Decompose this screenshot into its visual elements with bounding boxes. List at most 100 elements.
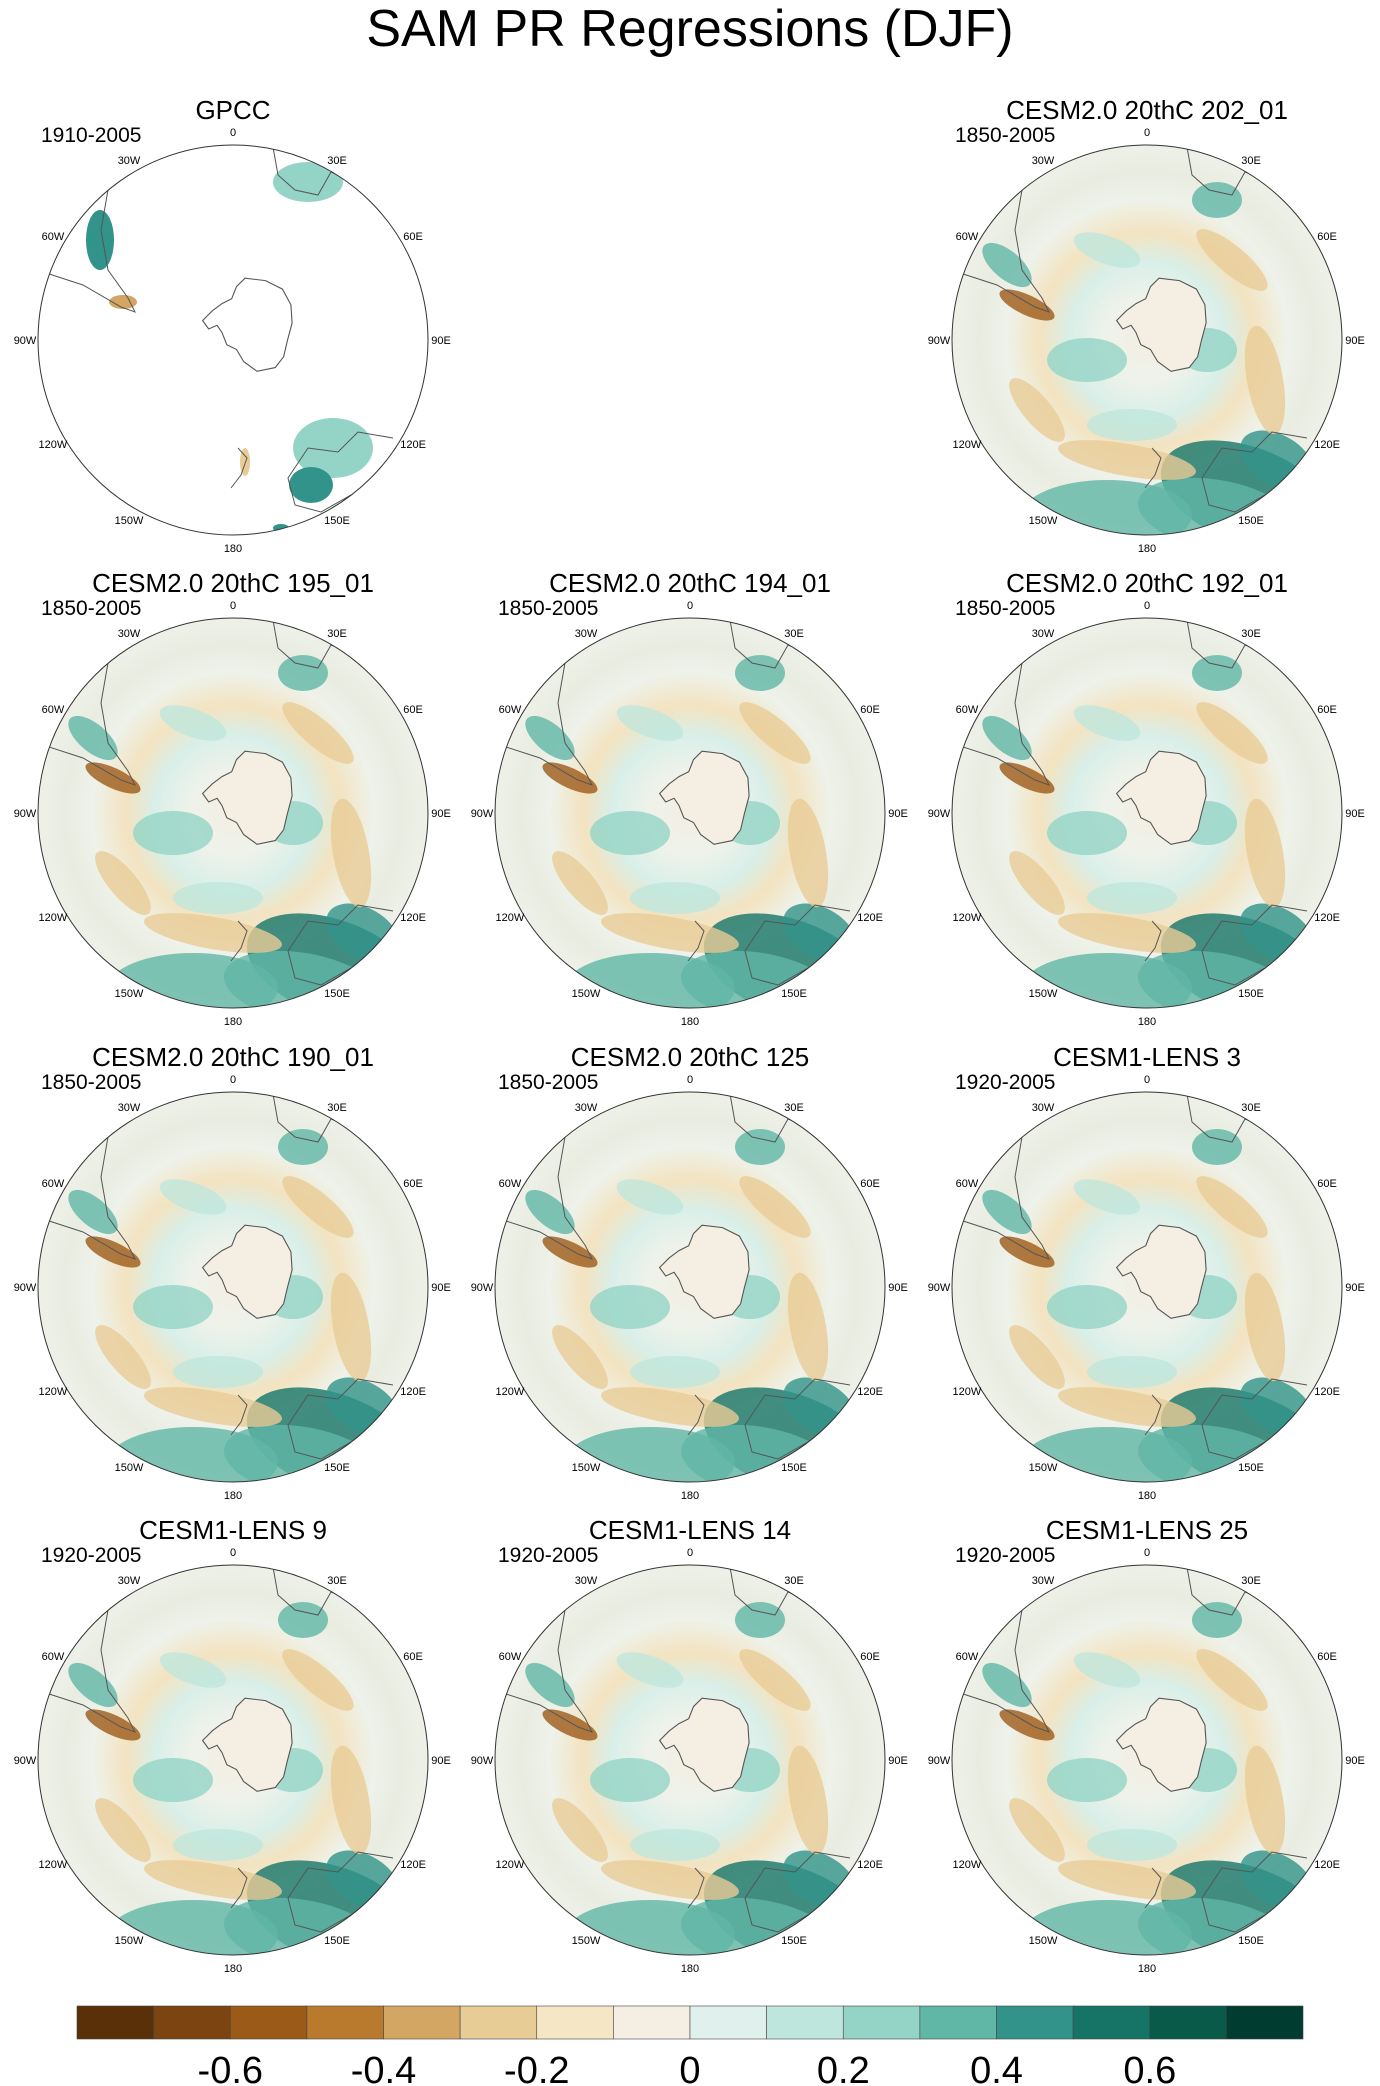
longitude-label: 90E [1345,808,1365,820]
anomaly-blob [1192,182,1242,218]
panel-years: 1850-2005 [41,597,141,620]
colorbar-swatch [919,2005,997,2040]
anomaly-blob [1192,655,1242,691]
anomaly-blob [525,1189,575,1235]
colorbar-swatch [1072,2005,1151,2040]
map-panel: 0 30E 60E 90E 120E 150E 180 150W 120W 90W 60W 30W CE… [471,1515,908,1975]
longitude-label: 150E [1238,1935,1264,1947]
anomaly-blob [1047,1758,1127,1802]
longitude-label: 60E [1317,704,1337,716]
anomaly-blob [173,882,263,914]
longitude-label: 90W [471,1755,494,1767]
longitude-label: 120E [400,439,426,451]
longitude-label: 30W [1032,1102,1055,1114]
longitude-label: 0 [1144,127,1150,139]
longitude-label: 60W [956,1178,979,1190]
longitude-label: 90W [928,808,951,820]
longitude-label: 60W [956,1651,979,1663]
anomaly-blob [735,1602,785,1638]
longitude-label: 0 [230,127,236,139]
longitude-label: 60E [860,704,880,716]
longitude-label: 150E [781,1462,807,1474]
observed-patch [273,162,343,202]
colorbar-swatch [76,2005,154,2040]
anomaly-blob [787,798,829,908]
anomaly-blob [68,1189,118,1235]
observed-patch [109,295,137,309]
longitude-label: 150W [572,1462,601,1474]
longitude-label: 90W [14,1282,37,1294]
anomaly-blob [95,851,151,915]
panel-years: 1850-2005 [955,597,1055,620]
anomaly-blob [616,1652,684,1688]
anomaly-blob [601,913,739,953]
map-panel: 0 30E 60E 90E 120E 150E 180 150W 120W 90W 60W 30W GP… [14,95,451,555]
longitude-label: 150E [1238,1462,1264,1474]
longitude-label: 180 [681,1963,699,1975]
longitude-label: 180 [224,1490,242,1502]
longitude-label: 30E [327,628,347,640]
colorbar-swatch [153,2005,231,2040]
longitude-label: 90E [431,1282,451,1294]
longitude-label: 90W [471,1282,494,1294]
colorbar-swatch [536,2005,614,2040]
anomaly-blob [173,1356,263,1388]
colorbar-label: 0.6 [1123,2050,1176,2086]
panel-years: 1920-2005 [955,1544,1055,1567]
map-panel: 0 30E 60E 90E 120E 150E 180 150W 120W 90W 60W 30W CE… [928,568,1365,1028]
longitude-label: 120W [39,1859,68,1871]
anomaly-blob [601,1860,739,1900]
longitude-label: 120W [496,912,525,924]
longitude-label: 180 [681,1490,699,1502]
precip-field [495,1565,885,1955]
map-panel: 0 30E 60E 90E 120E 150E 180 150W 120W 90W 60W 30W CE… [928,95,1365,555]
anomaly-blob [1047,811,1127,855]
map-panel: 0 30E 60E 90E 120E 150E 180 150W 120W 90W 60W 30W CE… [14,1515,451,1975]
anomaly-blob [282,1649,354,1711]
anomaly-blob [982,715,1032,761]
anomaly-blob [590,811,670,855]
anomaly-blob [1196,1176,1268,1238]
anomaly-blob [999,289,1055,321]
longitude-label: 150E [324,1462,350,1474]
anomaly-blob [735,655,785,691]
longitude-label: 30W [118,155,141,167]
longitude-label: 150W [1029,1935,1058,1947]
anomaly-blob [1009,851,1065,915]
panel-title: GPCC [195,95,270,125]
panel-years: 1850-2005 [498,1071,598,1094]
longitude-label: 180 [1138,543,1156,555]
observed-patch [289,467,333,503]
longitude-label: 60W [499,1178,522,1190]
longitude-label: 60W [499,1651,522,1663]
longitude-label: 120W [39,912,68,924]
anomaly-blob [68,715,118,761]
longitude-label: 120W [39,439,68,451]
longitude-label: 150W [1029,988,1058,1000]
longitude-label: 0 [1144,600,1150,612]
anomaly-blob [1087,882,1177,914]
longitude-label: 30W [118,1575,141,1587]
longitude-label: 90E [431,1755,451,1767]
coastline [687,920,705,962]
longitude-label: 0 [687,1547,693,1559]
longitude-label: 120W [953,912,982,924]
coastline [1144,1394,1162,1436]
anomaly-blob [1058,440,1196,480]
antarctica-coastline [201,277,293,372]
colorbar-swatch [306,2005,384,2040]
map-boundary [951,1091,1343,1483]
panel-title: CESM1-LENS 25 [1046,1515,1248,1545]
anomaly-blob [144,913,282,953]
map-boundary [494,1091,886,1483]
observed-patch [240,448,250,476]
anomaly-blob [85,762,141,794]
antarctica-coastline [201,1697,293,1792]
coastline [1144,447,1162,489]
antarctica-coastline [201,750,293,845]
map-boundary [951,144,1343,536]
longitude-label: 120E [857,912,883,924]
anomaly-blob [1196,702,1268,764]
longitude-label: 120E [857,1386,883,1398]
anomaly-blob [982,1662,1032,1708]
